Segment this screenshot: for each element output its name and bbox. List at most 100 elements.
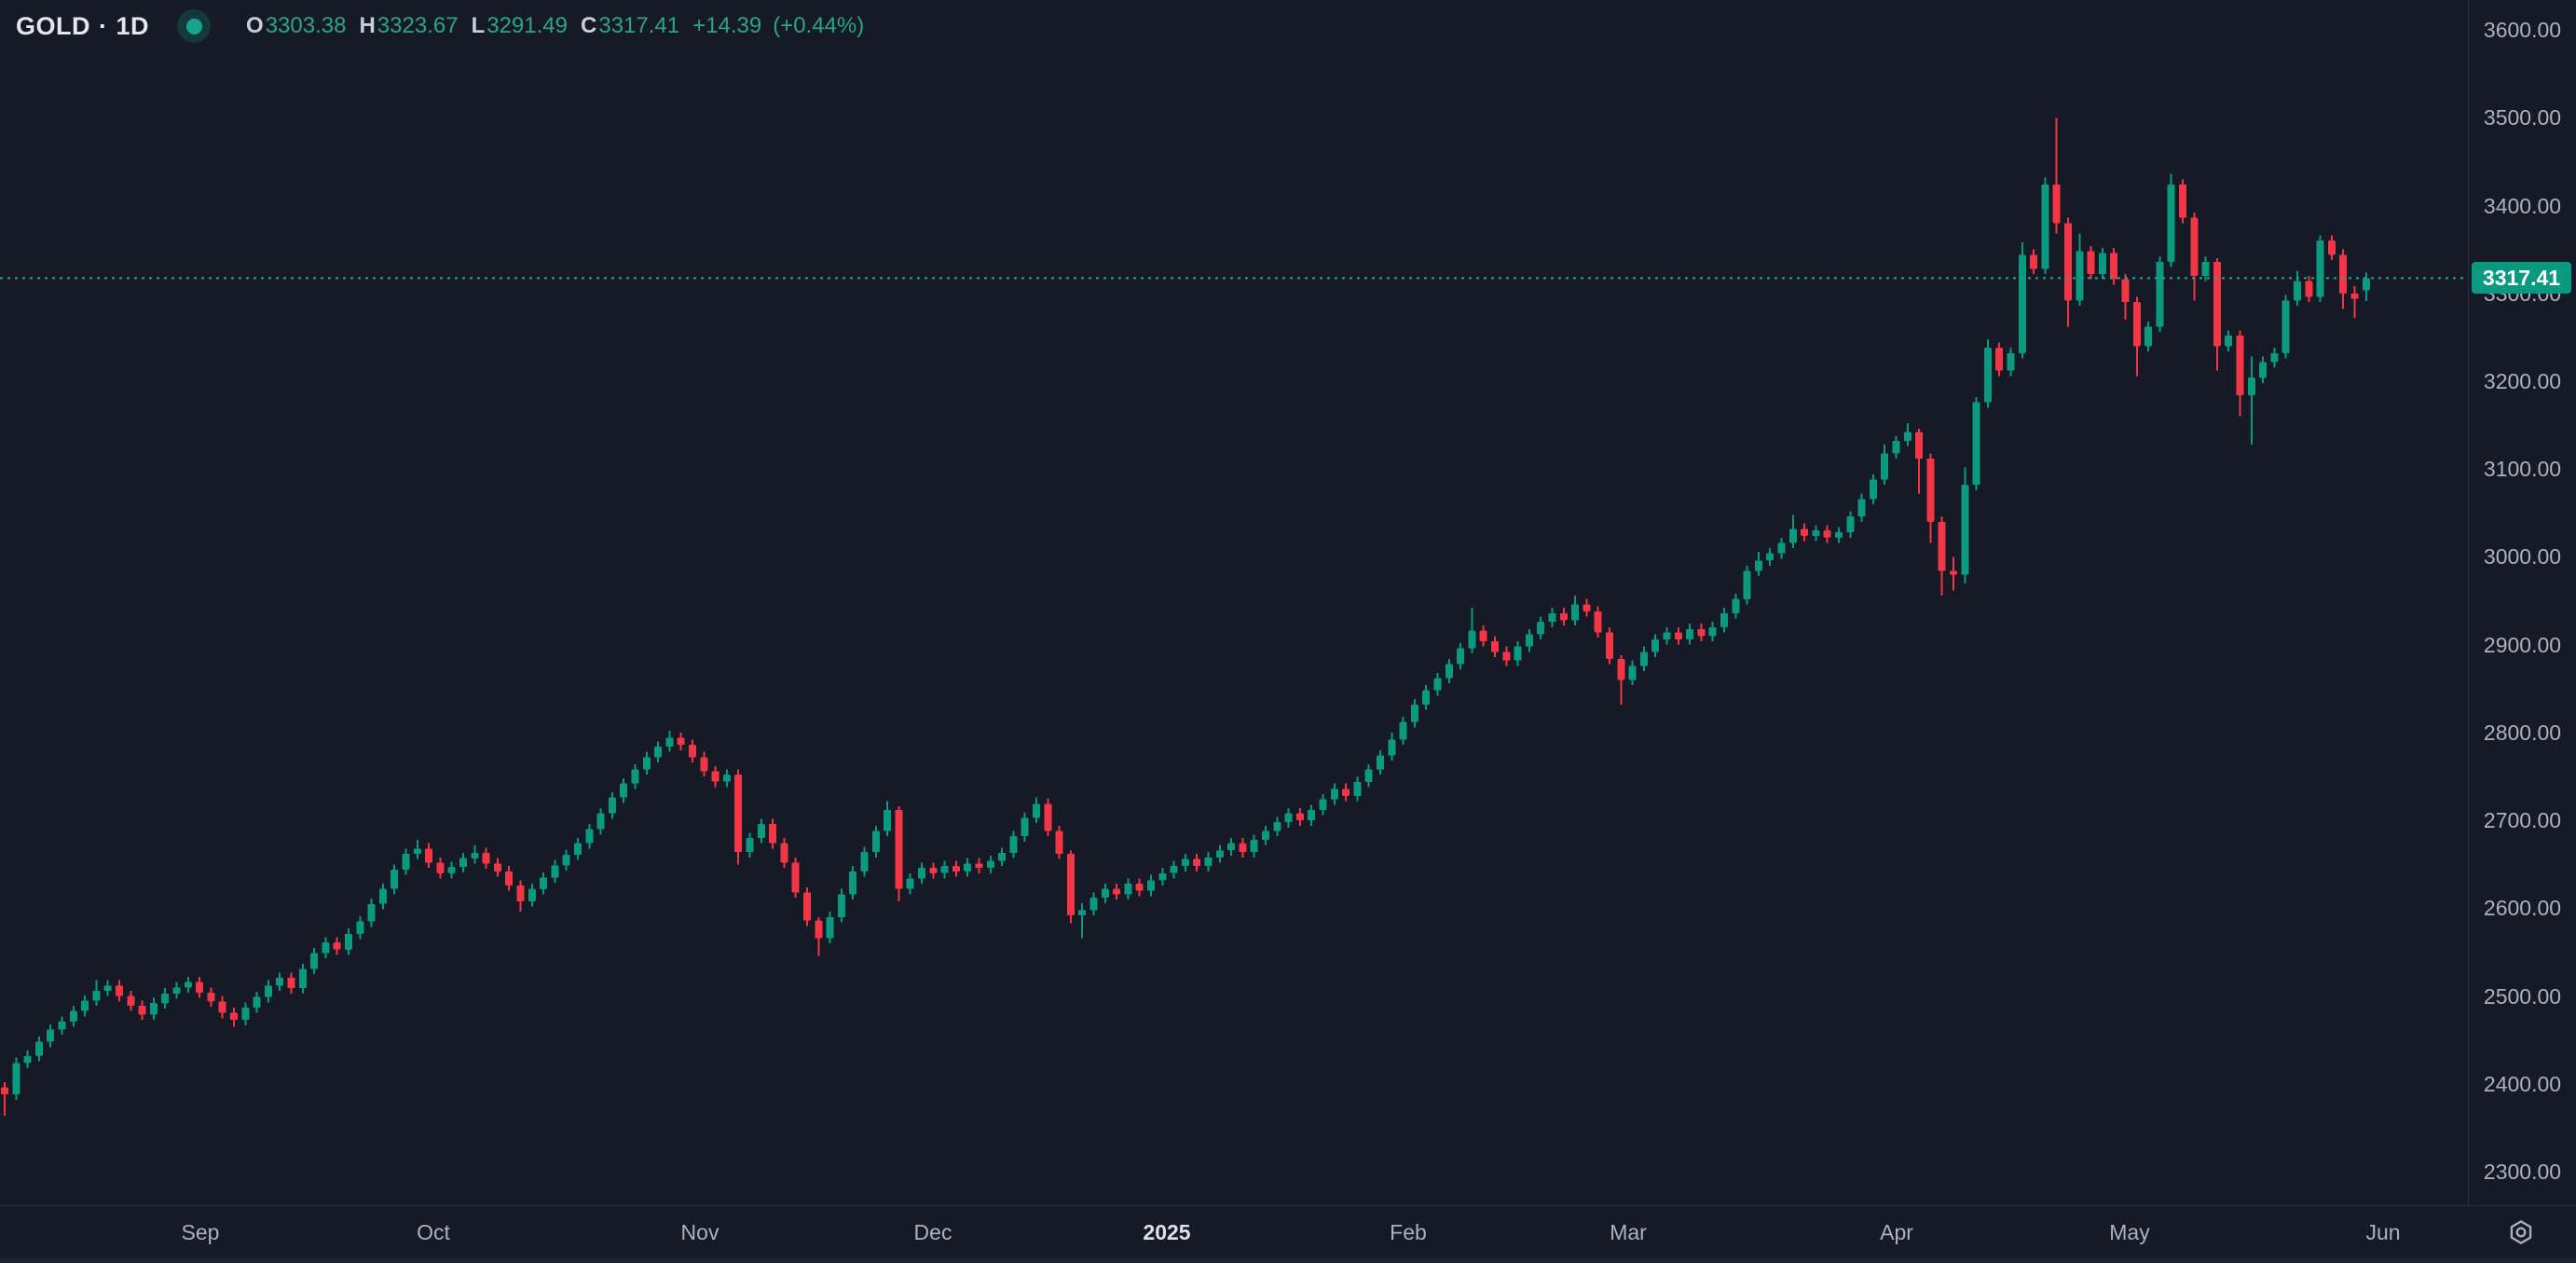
candle[interactable] (81, 995, 89, 1017)
candle[interactable] (1193, 854, 1201, 872)
candle[interactable] (1823, 525, 1831, 543)
candle[interactable] (505, 866, 514, 891)
candle[interactable] (23, 1050, 32, 1068)
candle[interactable] (1147, 874, 1155, 897)
candle[interactable] (940, 860, 949, 879)
candle[interactable] (964, 858, 972, 877)
candle[interactable] (103, 980, 112, 996)
candle[interactable] (803, 886, 811, 927)
candle[interactable] (1502, 646, 1511, 666)
candle[interactable] (218, 995, 226, 1019)
candle[interactable] (322, 937, 330, 959)
candle[interactable] (1548, 608, 1556, 627)
candle[interactable] (1743, 565, 1751, 605)
candle[interactable] (849, 866, 857, 899)
candle[interactable] (1915, 428, 1924, 494)
candle[interactable] (1239, 838, 1247, 858)
candle[interactable] (287, 972, 295, 994)
candle[interactable] (860, 846, 869, 877)
candle[interactable] (2132, 296, 2141, 377)
candle[interactable] (528, 884, 536, 907)
candle[interactable] (1388, 733, 1396, 762)
candle[interactable] (769, 818, 777, 849)
candle[interactable] (540, 872, 548, 895)
candle[interactable] (298, 963, 307, 994)
candle[interactable] (149, 997, 158, 1021)
candle[interactable] (665, 731, 674, 752)
candle[interactable] (620, 778, 628, 803)
candle[interactable] (1686, 624, 1694, 645)
candle[interactable] (2190, 213, 2199, 301)
candle[interactable] (1583, 598, 1591, 617)
candlestick-chart[interactable] (0, 0, 2468, 1205)
candle[interactable] (1881, 444, 1889, 486)
candle[interactable] (918, 862, 925, 885)
candle[interactable] (230, 1008, 238, 1027)
candle[interactable] (734, 769, 743, 865)
candle[interactable] (1135, 878, 1144, 897)
candle[interactable] (12, 1057, 21, 1100)
candle[interactable] (1445, 658, 1453, 684)
candle[interactable] (2270, 348, 2279, 367)
candle[interactable] (184, 977, 192, 993)
candle[interactable] (391, 864, 399, 895)
candle[interactable] (1972, 397, 1980, 490)
candle[interactable] (172, 982, 181, 999)
candle[interactable] (2305, 275, 2313, 303)
candle[interactable] (757, 818, 765, 844)
candle[interactable] (2121, 274, 2130, 320)
candle[interactable] (1950, 556, 1957, 591)
candle[interactable] (631, 763, 639, 789)
candle[interactable] (276, 972, 284, 991)
candle[interactable] (493, 858, 501, 877)
candle[interactable] (1869, 474, 1877, 504)
candle[interactable] (1846, 511, 1855, 538)
market-status-icon[interactable] (177, 9, 212, 43)
candle[interactable] (1124, 878, 1132, 899)
candle[interactable] (700, 751, 708, 777)
candle[interactable] (1720, 608, 1728, 633)
candle[interactable] (1491, 636, 1499, 657)
candle[interactable] (689, 739, 696, 763)
candle[interactable] (333, 937, 341, 955)
candle[interactable] (2327, 235, 2336, 260)
candle[interactable] (1364, 763, 1373, 788)
candle[interactable] (1857, 493, 1866, 522)
candle[interactable] (1273, 817, 1281, 837)
candle[interactable] (1537, 616, 1545, 640)
candle[interactable] (1788, 515, 1797, 549)
candle[interactable] (1559, 608, 1568, 625)
candle[interactable] (998, 847, 1007, 867)
axis-settings-gear-icon[interactable] (2507, 1218, 2535, 1246)
candle[interactable] (2156, 256, 2164, 333)
candle[interactable] (871, 825, 880, 858)
candle[interactable] (906, 872, 914, 895)
candle[interactable] (2225, 330, 2233, 351)
candle[interactable] (551, 859, 559, 884)
candle[interactable] (1009, 831, 1018, 858)
candle[interactable] (264, 980, 272, 1003)
candle[interactable] (2041, 177, 2049, 274)
candle[interactable] (1514, 641, 1522, 666)
candle[interactable] (482, 847, 490, 870)
candle[interactable] (1606, 626, 1613, 665)
candle[interactable] (654, 741, 663, 762)
candle[interactable] (1617, 655, 1625, 705)
candle[interactable] (2259, 356, 2268, 383)
candle[interactable] (1926, 453, 1935, 543)
candle[interactable] (1055, 825, 1063, 859)
candle[interactable] (1983, 338, 1992, 408)
candle[interactable] (1353, 776, 1362, 802)
candle[interactable] (1777, 537, 1786, 559)
candle[interactable] (1457, 642, 1465, 670)
candle[interactable] (425, 843, 433, 869)
candle[interactable] (952, 860, 960, 877)
candle[interactable] (2350, 286, 2359, 319)
candle[interactable] (608, 792, 616, 819)
candle[interactable] (1250, 834, 1258, 858)
candle[interactable] (1319, 793, 1327, 816)
candle[interactable] (1021, 812, 1029, 842)
candle[interactable] (826, 912, 834, 944)
candle[interactable] (1227, 838, 1236, 856)
candle[interactable] (837, 888, 845, 923)
